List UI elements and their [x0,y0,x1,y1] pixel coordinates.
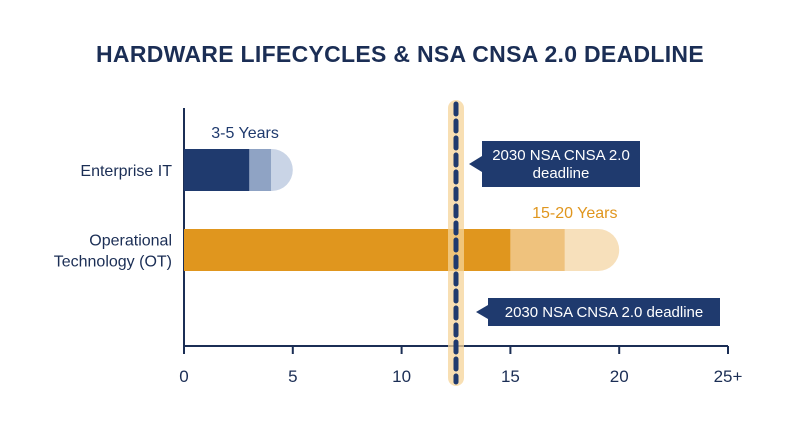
bar-range-tail [564,229,620,271]
deadline-callout-text: 2030 NSA CNSA 2.0 deadline [492,147,630,182]
range-label: 3-5 Years [211,125,279,142]
x-tick-label: 25+ [714,367,743,386]
deadline-callout-box [476,298,720,326]
category-label: Enterprise IT [80,163,172,180]
bar-range-mid [249,149,272,191]
deadline-callout-text-line: deadline [533,165,590,182]
category-label-line: Enterprise IT [80,163,172,180]
category-label-line: Operational [89,233,172,250]
bar-range-tail [271,149,293,191]
bar-0 [184,149,293,191]
x-tick-label: 10 [392,367,411,386]
bar-min [184,149,250,191]
chart-title: HARDWARE LIFECYCLES & NSA CNSA 2.0 DEADL… [96,41,704,67]
category-label-line: Technology (OT) [54,254,172,271]
category-label: Operational Technology (OT) [54,233,172,271]
x-tick-label: 5 [288,367,297,386]
bar-1 [184,229,620,271]
deadline-callout-box [469,141,640,187]
x-tick-label: 20 [610,367,629,386]
deadline-callout-text-line: 2030 NSA CNSA 2.0 [492,147,630,164]
range-label: 15-20 Years [532,205,617,222]
x-tick-label: 0 [179,367,188,386]
deadline-callout-text: 2030 NSA CNSA 2.0 deadline [505,304,703,321]
x-tick-label: 15 [501,367,520,386]
bar-range-mid [510,229,565,271]
